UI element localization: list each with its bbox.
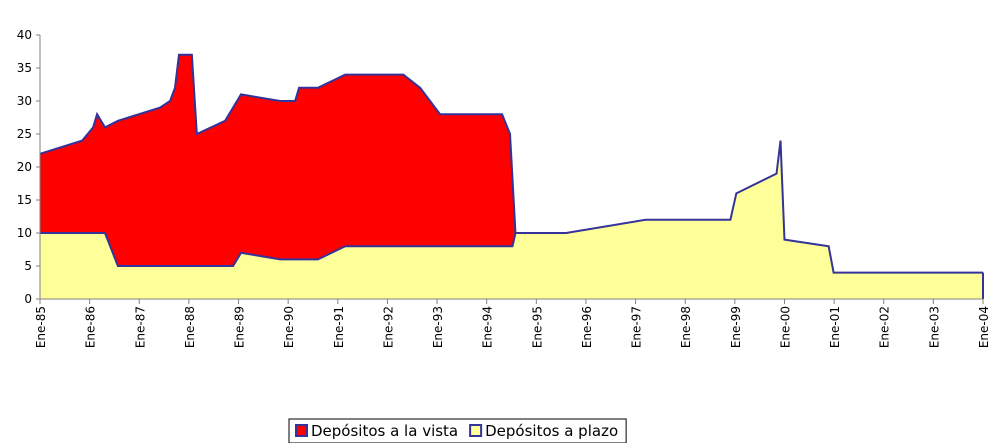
y-tick-label: 25	[17, 127, 32, 141]
x-tick-label: Ene-94	[481, 306, 495, 348]
x-tick-label: Ene-89	[233, 306, 247, 348]
x-tick-label: Ene-95	[530, 306, 544, 348]
y-tick-label: 15	[17, 193, 32, 207]
x-tick-label: Ene-03	[927, 306, 941, 348]
x-tick-label: Ene-00	[778, 306, 792, 348]
x-tick-label: Ene-87	[133, 306, 147, 348]
x-tick-label: Ene-97	[630, 306, 644, 348]
y-tick-label: 30	[17, 94, 32, 108]
legend-label: Depósitos a la vista	[311, 422, 458, 440]
legend: Depósitos a la vista Depósitos a plazo	[288, 418, 627, 444]
legend-swatch	[469, 424, 483, 437]
x-tick-label: Ene-90	[282, 306, 296, 348]
y-tick-label: 0	[24, 292, 32, 306]
y-tick-label: 5	[24, 259, 32, 273]
x-tick-label: Ene-96	[580, 306, 594, 348]
y-tick-label: 20	[17, 160, 32, 174]
x-tick-label: Ene-02	[878, 306, 892, 348]
x-tick-label: Ene-98	[679, 306, 693, 348]
legend-swatch	[295, 424, 308, 437]
area-fill	[40, 54, 516, 299]
legend-box	[288, 418, 627, 444]
y-tick-label: 35	[17, 61, 32, 75]
x-tick-label: Ene-04	[977, 306, 988, 348]
x-tick-label: Ene-86	[84, 306, 98, 348]
area-line	[39, 53, 517, 234]
x-tick-label: Ene-92	[381, 306, 395, 348]
area-line	[40, 140, 983, 274]
x-tick-label: Ene-01	[828, 306, 842, 348]
legend-label: Depósitos a plazo	[485, 422, 618, 440]
y-tick-label: 10	[17, 226, 32, 240]
x-tick-label: Ene-99	[729, 306, 743, 348]
x-tick-label: Ene-85	[34, 306, 48, 348]
x-tick-label: Ene-88	[183, 306, 197, 348]
y-tick-label: 40	[17, 28, 32, 42]
x-tick-label: Ene-91	[332, 306, 346, 348]
x-tick-label: Ene-93	[431, 306, 445, 348]
